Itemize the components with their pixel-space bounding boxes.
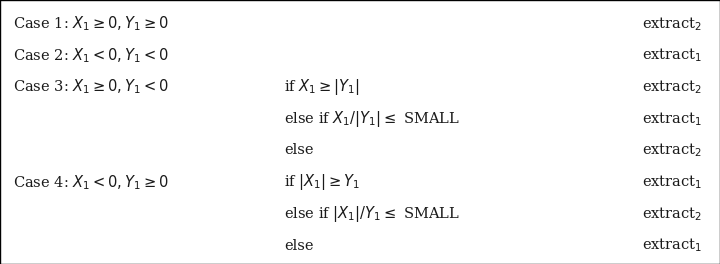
Text: extract$_2$: extract$_2$ bbox=[642, 78, 702, 96]
Text: else if $X_1 / |Y_1| \leq$ SMALL: else if $X_1 / |Y_1| \leq$ SMALL bbox=[284, 109, 460, 129]
Text: else: else bbox=[284, 143, 314, 158]
Text: else if $|X_1|/ Y_1 \leq$ SMALL: else if $|X_1|/ Y_1 \leq$ SMALL bbox=[284, 204, 460, 224]
Text: extract$_2$: extract$_2$ bbox=[642, 142, 702, 159]
Text: else: else bbox=[284, 238, 314, 253]
Text: if $|X_1| \geq Y_1$: if $|X_1| \geq Y_1$ bbox=[284, 172, 361, 192]
Text: Case 1: $X_1 \geq 0, Y_1 \geq 0$: Case 1: $X_1 \geq 0, Y_1 \geq 0$ bbox=[13, 15, 168, 33]
Text: Case 2: $X_1 < 0, Y_1 < 0$: Case 2: $X_1 < 0, Y_1 < 0$ bbox=[13, 46, 168, 65]
Text: extract$_1$: extract$_1$ bbox=[642, 237, 702, 254]
Text: extract$_1$: extract$_1$ bbox=[642, 173, 702, 191]
Text: Case 4: $X_1 < 0, Y_1 \geq 0$: Case 4: $X_1 < 0, Y_1 \geq 0$ bbox=[13, 173, 168, 191]
Text: if $X_1 \geq |Y_1|$: if $X_1 \geq |Y_1|$ bbox=[284, 77, 360, 97]
Text: extract$_2$: extract$_2$ bbox=[642, 205, 702, 223]
Text: Case 3: $X_1 \geq 0, Y_1 < 0$: Case 3: $X_1 \geq 0, Y_1 < 0$ bbox=[13, 78, 168, 96]
Text: extract$_1$: extract$_1$ bbox=[642, 110, 702, 128]
Text: extract$_2$: extract$_2$ bbox=[642, 15, 702, 33]
Text: extract$_1$: extract$_1$ bbox=[642, 46, 702, 64]
